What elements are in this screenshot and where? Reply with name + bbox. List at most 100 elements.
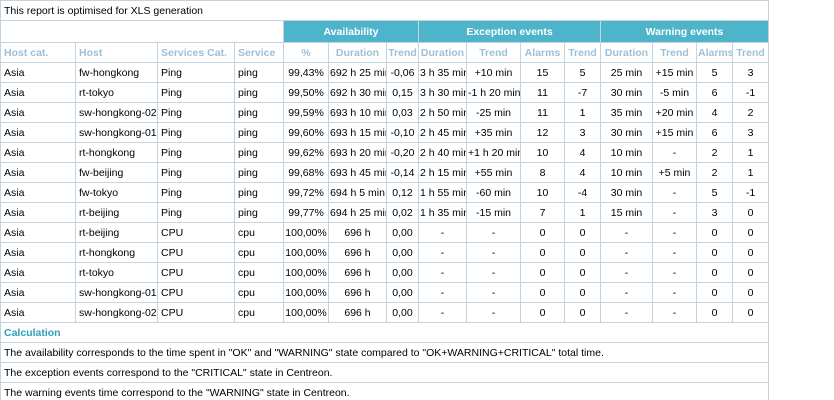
table-cell: Asia [0,242,76,263]
column-header: Trend [466,42,521,63]
column-header: Duration [600,42,653,63]
table-cell: 0,00 [386,262,419,283]
table-cell: 0 [520,242,565,263]
table-row: Asia rt-hongkong CPU cpu 100,00% 696 h 0,00- -0… [0,242,769,263]
table-cell: Asia [0,282,76,303]
table-cell: 0,03 [386,102,419,123]
column-header: Duration [418,42,467,63]
table-cell: 0 [696,262,733,283]
table-cell: -1 [732,82,769,103]
table-cell: 2 [696,142,733,163]
column-header: Duration [328,42,387,63]
table-cell: 1 [564,102,601,123]
table-cell: +55 min [466,162,521,183]
group-header-exception-events: Exception events [418,20,601,43]
table-cell: sw-hongkong-01 [75,282,158,303]
table-cell: sw-hongkong-02 [75,102,158,123]
table-cell: 0,00 [386,282,419,303]
table-cell: 5 [696,182,733,203]
table-cell: 0 [564,242,601,263]
table-cell: 100,00% [283,242,329,263]
table-cell: Asia [0,82,76,103]
table-cell: 0 [520,282,565,303]
group-header-availability: Availability [283,20,419,43]
availability-note: The availability corresponds to the time… [0,342,769,363]
table-cell: 5 [564,62,601,83]
table-cell: -4 [564,182,601,203]
table-cell: sw-hongkong-02 [75,302,158,323]
table-cell: CPU [157,282,235,303]
table-cell: fw-beijing [75,162,158,183]
table-cell: Ping [157,62,235,83]
table-cell: 11 [520,82,565,103]
column-header: Trend [386,42,419,63]
table-cell: 0,00 [386,222,419,243]
column-header: Alarms [696,42,733,63]
table-cell: 0 [696,282,733,303]
calculation-row: Calculation [0,322,769,343]
table-cell: 694 h 25 min [328,202,387,223]
table-cell: ping [234,122,284,143]
table-cell: - [600,242,653,263]
column-header-row: Host cat. Host Services Cat. Service% Durati… [0,42,769,63]
table-cell: - [652,282,697,303]
calculation-note-row: The exception events correspond to the "… [0,362,769,383]
table-cell: 99,43% [283,62,329,83]
table-cell: 1 [732,142,769,163]
table-cell: 3 h 35 min [418,62,467,83]
table-cell: 4 [696,102,733,123]
table-cell: Asia [0,142,76,163]
table-cell: 0 [696,242,733,263]
table-row: Asia sw-hongkong-02 CPU cpu 100,00% 696 h 0,00… [0,302,769,323]
table-cell: 10 [520,182,565,203]
table-cell: Ping [157,162,235,183]
table-cell: - [652,222,697,243]
table-cell: Ping [157,102,235,123]
column-header: Service [234,42,284,63]
table-cell: 99,59% [283,102,329,123]
table-cell: 3 [732,62,769,83]
column-header: Trend [732,42,769,63]
table-cell: Asia [0,62,76,83]
table-cell: 693 h 10 min [328,102,387,123]
table-cell: +10 min [466,62,521,83]
table-cell: rt-beijing [75,202,158,223]
table-cell: 30 min [600,82,653,103]
table-cell: Asia [0,122,76,143]
report-note: This report is optimised for XLS generat… [0,0,769,21]
table-cell: 696 h [328,262,387,283]
table-cell: -0,10 [386,122,419,143]
table-cell: 0 [564,262,601,283]
table-cell: 100,00% [283,282,329,303]
table-cell: - [466,282,521,303]
table-cell: 1 h 55 min [418,182,467,203]
table-cell: - [418,242,467,263]
calculation-note-row: The availability corresponds to the time… [0,342,769,363]
table-cell: 0 [696,302,733,323]
table-cell: 2 [696,162,733,183]
table-cell: - [466,222,521,243]
table-cell: 0,00 [386,302,419,323]
table-cell: CPU [157,262,235,283]
table-cell: -7 [564,82,601,103]
table-cell: -5 min [652,82,697,103]
table-cell: cpu [234,282,284,303]
table-cell: 3 h 30 min [418,82,467,103]
table-cell: 99,50% [283,82,329,103]
table-cell: CPU [157,302,235,323]
table-cell: rt-beijing [75,222,158,243]
table-cell: 30 min [600,182,653,203]
table-cell: 696 h [328,222,387,243]
table-cell: cpu [234,242,284,263]
table-cell: 10 min [600,162,653,183]
table-cell: 693 h 15 min [328,122,387,143]
table-cell: 0 [732,222,769,243]
table-cell: 35 min [600,102,653,123]
table-cell: - [652,242,697,263]
table-cell: 99,77% [283,202,329,223]
table-cell: 0,12 [386,182,419,203]
table-cell: 99,60% [283,122,329,143]
table-cell: Asia [0,202,76,223]
table-cell: +1 h 20 min [466,142,521,163]
